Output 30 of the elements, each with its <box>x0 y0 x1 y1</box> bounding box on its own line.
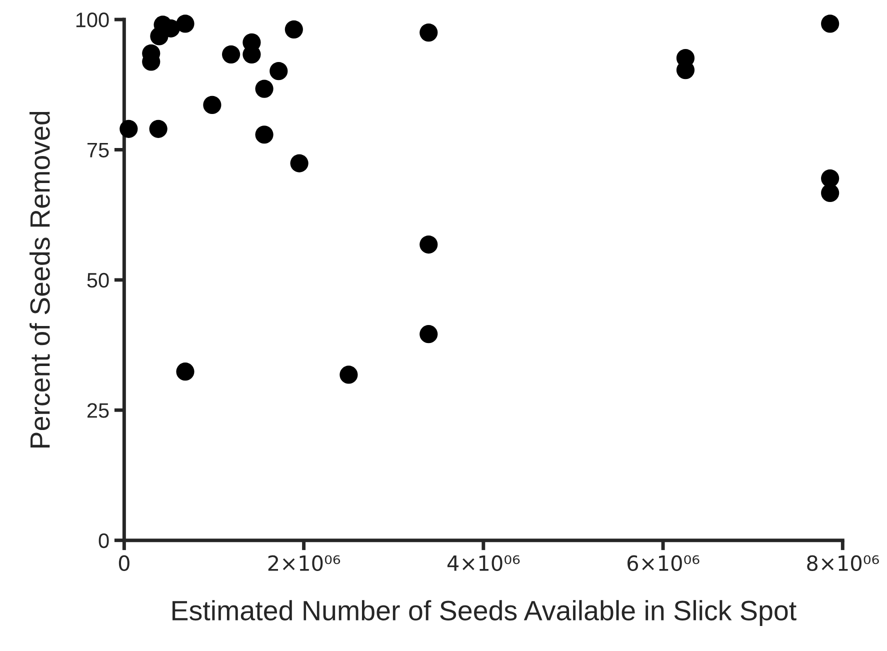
point <box>255 126 274 144</box>
point <box>255 80 274 98</box>
x-tick-label: 6×10⁰⁶ <box>628 555 700 572</box>
x-axis-title: Estimated Number of Seeds Available in Slick Spot <box>172 600 796 626</box>
x-tick-label: 2×10⁰⁶ <box>268 555 340 572</box>
point <box>420 235 438 254</box>
y-axis-title: Percent of Seeds Removed <box>30 112 50 448</box>
point <box>290 154 308 172</box>
y-tick-label: 75 <box>87 142 109 158</box>
point <box>270 62 288 80</box>
point <box>821 14 840 33</box>
x-tick-label: 4×10⁰⁶ <box>447 555 520 572</box>
x-tick-label: 0 <box>118 555 130 572</box>
point <box>149 120 168 138</box>
point <box>821 169 840 188</box>
point <box>420 23 438 42</box>
y-tick-label: 0 <box>98 533 109 548</box>
point <box>821 184 840 202</box>
point <box>222 45 240 64</box>
point <box>420 325 438 344</box>
point <box>176 14 194 33</box>
point <box>284 20 303 38</box>
y-tick-label: 50 <box>87 272 109 288</box>
point <box>120 120 138 138</box>
y-tick-label: 100 <box>76 12 109 28</box>
x-tick-label: 8×10⁰⁶ <box>807 555 879 572</box>
point <box>203 96 222 114</box>
point <box>176 362 194 381</box>
point <box>340 366 358 384</box>
y-tick-label: 25 <box>87 403 109 418</box>
